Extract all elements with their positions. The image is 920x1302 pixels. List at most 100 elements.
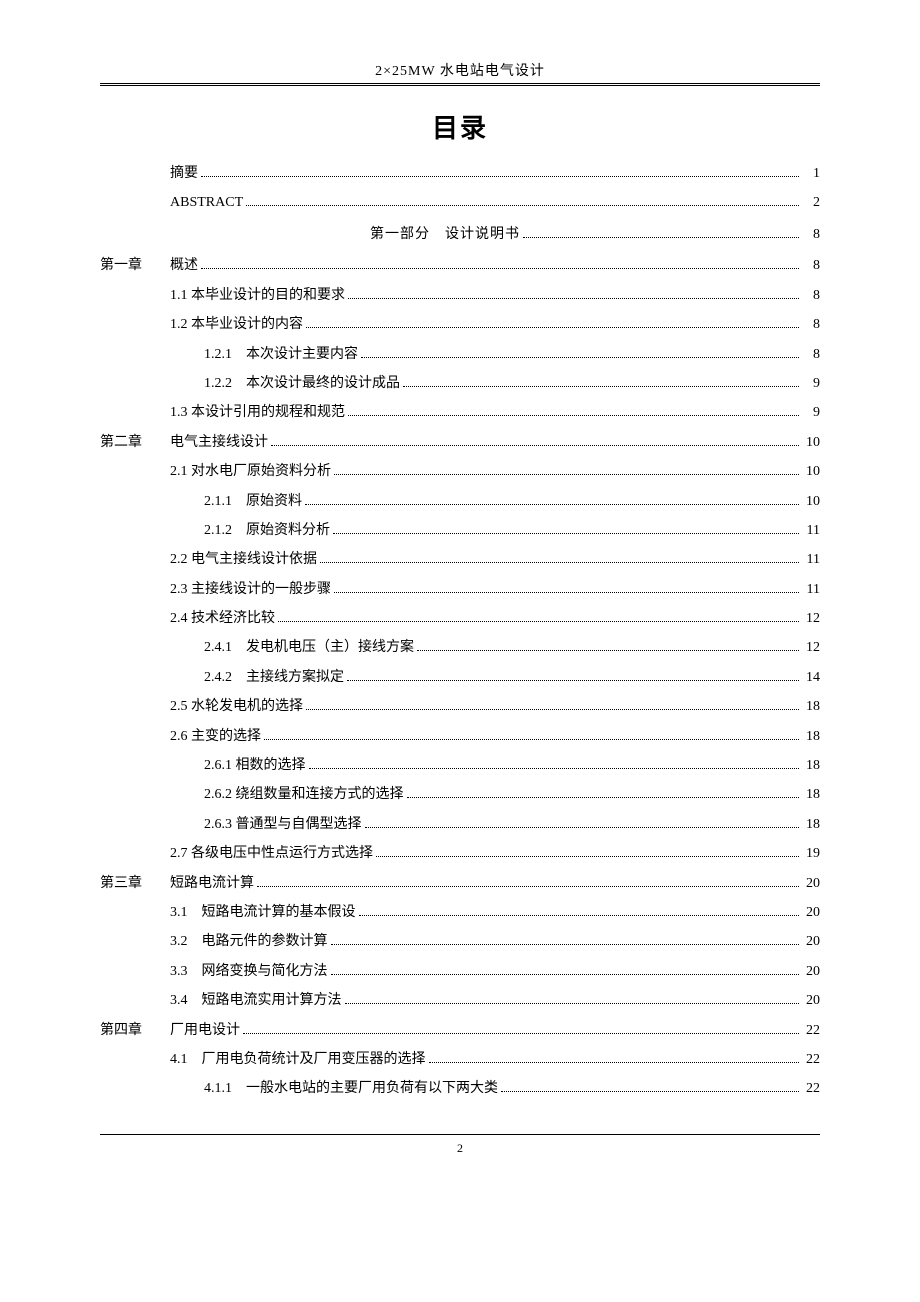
toc-entry: 2.4 技术经济比较12	[100, 604, 820, 633]
toc-leader-dots	[376, 856, 799, 857]
toc-entry-text: 1.2.2 本次设计最终的设计成品	[204, 369, 400, 398]
toc-page-number: 1	[802, 159, 820, 188]
toc-entry-text: 概述	[170, 251, 198, 280]
toc-page-number: 11	[802, 575, 820, 604]
toc-entry: 2.3 主接线设计的一般步骤11	[100, 575, 820, 604]
toc-leader-dots	[271, 445, 799, 446]
toc-entry-text: 3.2 电路元件的参数计算	[170, 927, 328, 956]
toc-page-number: 18	[802, 751, 820, 780]
header-double-rule	[100, 83, 820, 86]
page-title: 目录	[100, 108, 820, 145]
toc-entry: 2.1 对水电厂原始资料分析10	[100, 457, 820, 486]
toc-leader-dots	[306, 709, 799, 710]
toc-page-number: 22	[802, 1074, 820, 1103]
toc-entry-text: 2.2 电气主接线设计依据	[170, 545, 317, 574]
toc-entry: 2.4.1 发电机电压（主）接线方案12	[100, 633, 820, 662]
toc-entry: 第二章电气主接线设计10	[100, 428, 820, 457]
toc-entry-text: 2.1 对水电厂原始资料分析	[170, 457, 331, 486]
toc-entry: 4.1 厂用电负荷统计及厂用变压器的选择22	[100, 1045, 820, 1074]
toc-leader-dots	[403, 386, 799, 387]
toc-page-number: 19	[802, 839, 820, 868]
toc-leader-dots	[365, 827, 800, 828]
toc-page-number: 14	[802, 663, 820, 692]
toc-entry: 3.4 短路电流实用计算方法20	[100, 986, 820, 1015]
toc-leader-dots	[331, 974, 800, 975]
toc-page-number: 12	[802, 633, 820, 662]
toc-page-number: 11	[802, 545, 820, 574]
toc-entry-text: 1.3 本设计引用的规程和规范	[170, 398, 345, 427]
toc-entry: 摘要 1	[100, 159, 820, 188]
toc-leader-dots	[309, 768, 800, 769]
toc-leader-dots	[345, 1003, 800, 1004]
toc-entry-text: 2.1.1 原始资料	[204, 487, 302, 516]
toc-page-number: 8	[802, 310, 820, 339]
toc-entry-text: 3.4 短路电流实用计算方法	[170, 986, 342, 1015]
toc-page-number: 8	[802, 281, 820, 310]
toc-leader-dots	[320, 562, 799, 563]
toc-page-number: 8	[802, 340, 820, 369]
toc-entry-text: 2.4 技术经济比较	[170, 604, 275, 633]
toc-entry: 2.6 主变的选择18	[100, 722, 820, 751]
toc-entry: 1.2.2 本次设计最终的设计成品 9	[100, 369, 820, 398]
toc-entry-text: 2.6 主变的选择	[170, 722, 261, 751]
toc-entry-text: 2.6.1 相数的选择	[204, 751, 306, 780]
toc-leader-dots	[359, 915, 800, 916]
toc-entry-text: 电气主接线设计	[170, 428, 268, 457]
toc-leader-dots	[201, 268, 799, 269]
toc-page-number: 22	[802, 1045, 820, 1074]
toc-leader-dots	[348, 415, 799, 416]
toc-entry: 2.6.3 普通型与自偶型选择18	[100, 810, 820, 839]
toc-entry: 2.2 电气主接线设计依据 11	[100, 545, 820, 574]
toc-entry-text: 1.2.1 本次设计主要内容	[204, 340, 358, 369]
toc-entry-text: 短路电流计算	[170, 869, 254, 898]
toc-entry-text: ABSTRACT	[170, 188, 243, 217]
toc-entry: 2.4.2 主接线方案拟定 14	[100, 663, 820, 692]
toc-page-number: 20	[802, 927, 820, 956]
footer-rule	[100, 1134, 820, 1135]
toc-page-number: 8	[802, 251, 820, 280]
toc-leader-dots	[501, 1091, 799, 1092]
toc-entry-text: 2.6.2 绕组数量和连接方式的选择	[204, 780, 404, 809]
toc-entry: 1.2.1 本次设计主要内容 8	[100, 340, 820, 369]
toc-leader-dots	[417, 650, 799, 651]
toc-page-number: 22	[802, 1016, 820, 1045]
toc-entry-text: 1.2 本毕业设计的内容	[170, 310, 303, 339]
toc-page-number: 18	[802, 780, 820, 809]
toc-leader-dots	[347, 680, 799, 681]
table-of-contents: 摘要1ABSTRACT2第一部分 设计说明书8第一章概述81.1 本毕业设计的目…	[100, 159, 820, 1104]
toc-leader-dots	[334, 474, 799, 475]
toc-part-heading: 第一部分 设计说明书8	[100, 218, 820, 252]
toc-entry: ABSTRACT2	[100, 188, 820, 217]
toc-page-number: 9	[802, 369, 820, 398]
toc-entry: 2.1.2 原始资料分析11	[100, 516, 820, 545]
toc-entry-text: 2.6.3 普通型与自偶型选择	[204, 810, 362, 839]
toc-entry: 4.1.1 一般水电站的主要厂用负荷有以下两大类 22	[100, 1074, 820, 1103]
toc-page-number: 11	[802, 516, 820, 545]
toc-page-number: 20	[802, 898, 820, 927]
toc-leader-dots	[305, 504, 799, 505]
toc-leader-dots	[361, 357, 799, 358]
toc-leader-dots	[306, 327, 799, 328]
footer-page-number: 2	[100, 1141, 820, 1156]
toc-leader-dots	[331, 944, 800, 945]
toc-entry-text: 1.1 本毕业设计的目的和要求	[170, 281, 345, 310]
toc-leader-dots	[348, 298, 799, 299]
toc-leader-dots	[523, 237, 799, 238]
toc-entry-text: 4.1.1 一般水电站的主要厂用负荷有以下两大类	[204, 1074, 498, 1103]
toc-page-number: 20	[802, 869, 820, 898]
toc-entry-text: 2.4.2 主接线方案拟定	[204, 663, 344, 692]
toc-leader-dots	[429, 1062, 800, 1063]
toc-leader-dots	[264, 739, 799, 740]
toc-entry-text: 摘要	[170, 159, 198, 188]
toc-leader-dots	[334, 592, 799, 593]
toc-entry: 2.5 水轮发电机的选择18	[100, 692, 820, 721]
toc-entry: 第三章短路电流计算 20	[100, 869, 820, 898]
toc-chapter-label: 第三章	[100, 869, 170, 898]
toc-leader-dots	[407, 797, 800, 798]
toc-entry: 2.6.2 绕组数量和连接方式的选择 18	[100, 780, 820, 809]
toc-part-text: 第一部分 设计说明书	[370, 218, 520, 252]
toc-entry: 1.1 本毕业设计的目的和要求 8	[100, 281, 820, 310]
toc-entry: 3.1 短路电流计算的基本假设20	[100, 898, 820, 927]
document-header: 2×25MW 水电站电气设计	[100, 60, 820, 80]
toc-entry: 第四章厂用电设计22	[100, 1016, 820, 1045]
